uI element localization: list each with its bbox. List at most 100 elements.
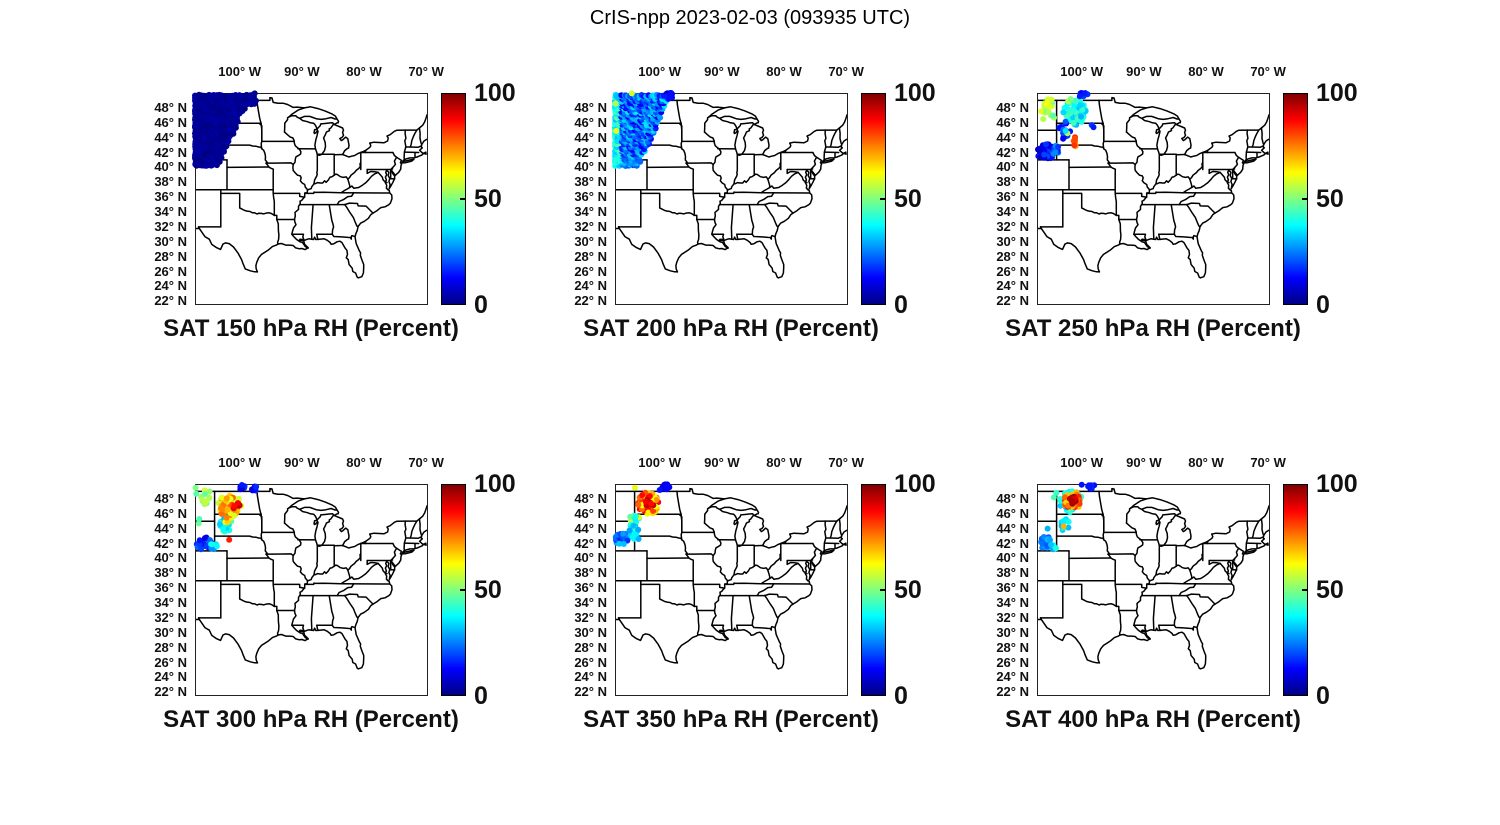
- data-dot: [1055, 143, 1062, 150]
- state-border-line: [1244, 534, 1269, 553]
- state-border-line: [1232, 151, 1240, 170]
- state-border-line: [1196, 188, 1235, 279]
- state-border-line: [1175, 118, 1182, 126]
- state-border-line: [1232, 542, 1240, 561]
- state-border-line: [1244, 520, 1249, 553]
- data-dot: [223, 514, 230, 521]
- state-border-line: [1055, 144, 1105, 150]
- data-dot: [1039, 540, 1046, 547]
- state-border-line: [1251, 129, 1260, 148]
- state-border-line: [1156, 519, 1165, 548]
- state-border-line: [681, 148, 695, 175]
- lon-tick-label: 90° W: [284, 455, 320, 470]
- data-dot: [645, 509, 652, 516]
- state-border-line: [310, 203, 314, 241]
- lon-tick-label: 90° W: [1126, 64, 1162, 79]
- lat-tick-label: 36° N: [574, 189, 607, 205]
- state-border-line: [333, 118, 340, 126]
- lat-tick-label: 36° N: [154, 189, 187, 205]
- state-border-line: [810, 550, 823, 568]
- state-border-line: [615, 487, 726, 500]
- lat-tick-label: 22° N: [154, 293, 187, 309]
- data-dot: [1078, 113, 1085, 120]
- lat-tick-label: 28° N: [996, 639, 1029, 655]
- data-dot: [628, 90, 635, 97]
- data-dot: [630, 534, 636, 541]
- state-border-line: [313, 519, 318, 526]
- state-border-line: [734, 519, 743, 548]
- data-dot: [1040, 116, 1047, 123]
- panel-title: SAT 200 hPa RH (Percent): [583, 315, 879, 342]
- state-border-line: [1227, 560, 1238, 581]
- state-border-line: [789, 129, 827, 144]
- lat-tick-label: 44° N: [154, 520, 187, 536]
- panel-title: SAT 150 hPa RH (Percent): [163, 315, 459, 342]
- state-border-line: [1244, 129, 1249, 162]
- lat-tick-label: 24° N: [574, 669, 607, 685]
- state-border-line: [1080, 207, 1118, 217]
- data-dot: [1076, 93, 1083, 100]
- state-border-line: [711, 233, 725, 242]
- state-border-line: [1152, 203, 1156, 241]
- lat-tick-label: 22° N: [154, 684, 187, 700]
- state-border-line: [306, 161, 362, 191]
- lon-tick-label: 90° W: [704, 455, 740, 470]
- data-dot: [198, 546, 204, 553]
- state-border-line: [272, 173, 276, 217]
- lat-tick-label: 24° N: [996, 669, 1029, 685]
- colorbar-tick: [880, 198, 885, 200]
- figure-title: CrIS-npp 2023-02-03 (093935 UTC): [589, 7, 911, 29]
- state-border-line: [810, 151, 818, 170]
- state-border-line: [276, 609, 280, 636]
- lat-tick-label: 32° N: [996, 609, 1029, 625]
- state-border-line: [343, 594, 359, 619]
- lat-tick-label: 42° N: [996, 535, 1029, 551]
- state-border-line: [1037, 226, 1042, 230]
- state-border-line: [756, 582, 775, 597]
- lat-tick-label: 46° N: [996, 114, 1029, 130]
- data-dot: [1065, 518, 1072, 525]
- state-border-line: [1130, 497, 1180, 512]
- data-dot: [1069, 498, 1076, 505]
- state-border-line: [385, 560, 396, 581]
- lat-tick-label: 42° N: [574, 144, 607, 160]
- state-border-line: [733, 153, 739, 185]
- state-border-line: [736, 624, 739, 632]
- state-border-line: [1155, 544, 1161, 576]
- lat-tick-label: 46° N: [154, 114, 187, 130]
- state-border-line: [316, 513, 336, 522]
- state-border-line: [405, 536, 422, 540]
- data-dot: [220, 506, 227, 513]
- state-border-line: [306, 552, 362, 582]
- state-border-line: [343, 203, 359, 228]
- state-border-line: [291, 233, 305, 242]
- lat-tick-label: 46° N: [154, 505, 187, 521]
- state-border-line: [774, 188, 813, 279]
- colorbar-tick-label: 50: [474, 576, 502, 604]
- data-dot: [663, 482, 670, 489]
- state-border-line: [343, 593, 374, 605]
- state-border-line: [369, 520, 407, 535]
- state-border-line: [1102, 513, 1105, 541]
- state-border-line: [261, 148, 275, 175]
- state-border-line: [821, 158, 835, 164]
- data-dot: [1057, 502, 1064, 509]
- lat-tick-label: 46° N: [574, 505, 607, 521]
- state-border-line: [1097, 634, 1121, 664]
- data-dot: [1038, 108, 1045, 115]
- colorbar: [861, 484, 886, 696]
- state-border-line: [1202, 533, 1214, 545]
- state-border-line: [730, 594, 734, 632]
- data-dot: [217, 521, 223, 528]
- lon-tick-label: 70° W: [828, 455, 864, 470]
- lat-tick-label: 38° N: [154, 565, 187, 581]
- lat-tick-label: 42° N: [154, 144, 187, 160]
- state-border-line: [1107, 162, 1136, 166]
- state-border-line: [195, 226, 200, 230]
- state-border-line: [1102, 122, 1105, 150]
- data-dot: [632, 513, 639, 520]
- lon-tick-label: 80° W: [1188, 455, 1224, 470]
- data-dot: [668, 90, 675, 96]
- state-border-line: [1196, 579, 1235, 670]
